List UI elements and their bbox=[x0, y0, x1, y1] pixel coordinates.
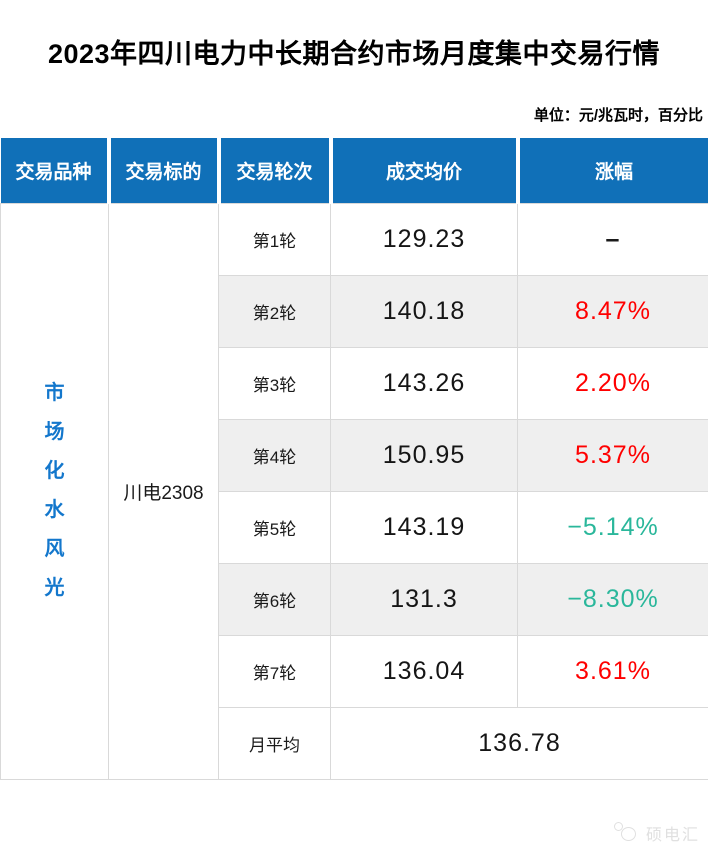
change-value: 8.47% bbox=[518, 275, 708, 347]
round-label: 第6轮 bbox=[219, 563, 331, 635]
avg-price-value: 131.3 bbox=[331, 563, 518, 635]
avg-price-value: 136.04 bbox=[331, 635, 518, 707]
change-value: 2.20% bbox=[518, 347, 708, 419]
round-label: 第3轮 bbox=[219, 347, 331, 419]
watermark-text: 硕电汇 bbox=[646, 821, 700, 845]
col-header-change: 涨幅 bbox=[518, 138, 708, 203]
col-header-trade-round: 交易轮次 bbox=[219, 138, 331, 203]
round-label: 第1轮 bbox=[219, 203, 331, 275]
change-value: −5.14% bbox=[518, 491, 708, 563]
round-label: 第2轮 bbox=[219, 275, 331, 347]
monthly-average-value: 136.78 bbox=[331, 707, 708, 779]
col-header-trade-target: 交易标的 bbox=[109, 138, 219, 203]
trading-quotes-table: 交易品种 交易标的 交易轮次 成交均价 涨幅 市场化水风光 川电2308 第1轮… bbox=[0, 138, 708, 780]
target-label: 川电2308 bbox=[109, 203, 219, 779]
avg-price-value: 143.19 bbox=[331, 491, 518, 563]
table-header-row: 交易品种 交易标的 交易轮次 成交均价 涨幅 bbox=[1, 138, 708, 203]
variety-cell: 市场化水风光 bbox=[1, 203, 109, 779]
change-value: −8.30% bbox=[518, 563, 708, 635]
round-label: 第4轮 bbox=[219, 419, 331, 491]
avg-price-value: 150.95 bbox=[331, 419, 518, 491]
col-header-avg-price: 成交均价 bbox=[331, 138, 518, 203]
avg-price-value: 143.26 bbox=[331, 347, 518, 419]
change-value: 3.61% bbox=[518, 635, 708, 707]
change-value: – bbox=[518, 203, 708, 275]
round-label: 第5轮 bbox=[219, 491, 331, 563]
monthly-average-label: 月平均 bbox=[219, 707, 331, 779]
avg-price-value: 140.18 bbox=[331, 275, 518, 347]
watermark: 硕电汇 bbox=[614, 821, 700, 845]
change-value: 5.37% bbox=[518, 419, 708, 491]
page-title: 2023年四川电力中长期合约市场月度集中交易行情 bbox=[0, 32, 708, 71]
avg-price-value: 129.23 bbox=[331, 203, 518, 275]
watermark-logo-icon bbox=[614, 821, 640, 845]
col-header-trade-variety: 交易品种 bbox=[1, 138, 109, 203]
variety-label: 市场化水风光 bbox=[43, 374, 67, 608]
unit-note: 单位：元/兆瓦时，百分比 bbox=[0, 106, 703, 126]
round-label: 第7轮 bbox=[219, 635, 331, 707]
table-row-round-1: 市场化水风光 川电2308 第1轮 129.23 – bbox=[1, 203, 708, 275]
